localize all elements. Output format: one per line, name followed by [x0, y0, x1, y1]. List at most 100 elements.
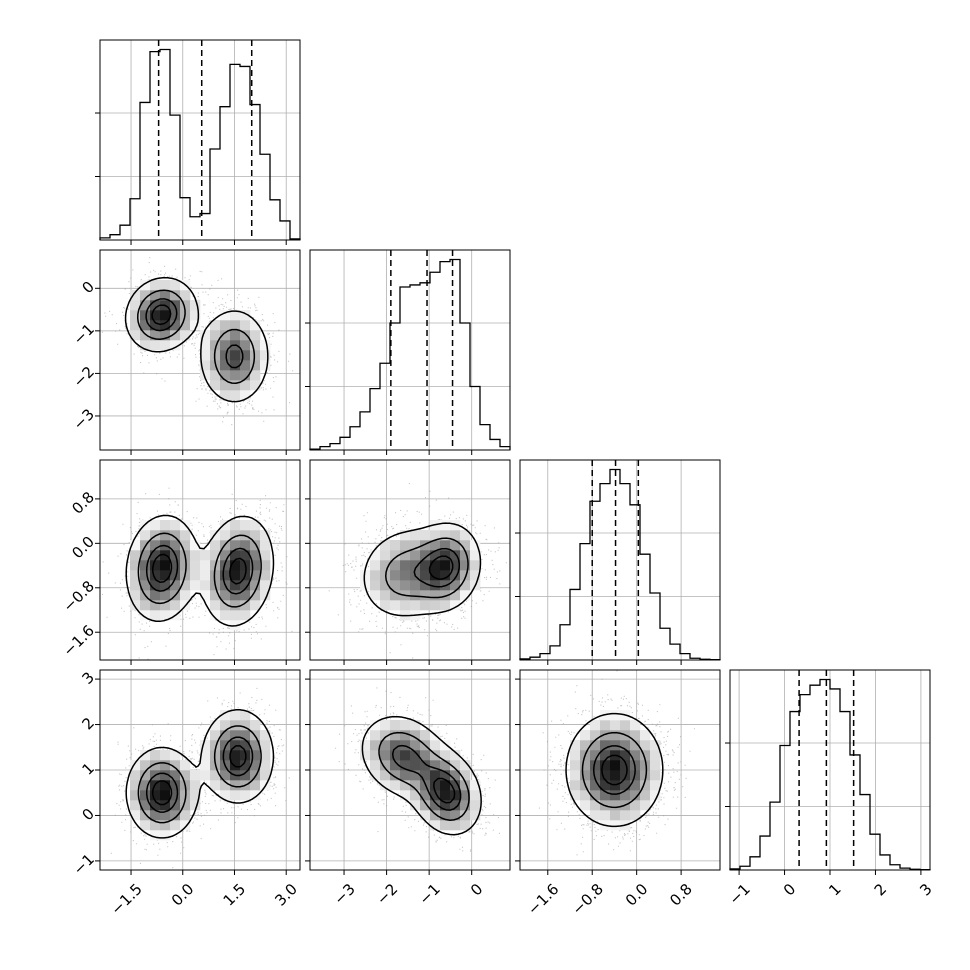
density-cell — [460, 760, 471, 771]
y-tick-label: −2 — [70, 363, 98, 391]
density-cell — [130, 320, 141, 331]
density-cell — [450, 570, 461, 581]
density-cell — [610, 770, 621, 781]
density-cell — [470, 800, 481, 811]
density-cell — [250, 350, 261, 361]
density-cell — [620, 760, 631, 771]
density-cell — [390, 600, 401, 611]
density-cell — [230, 540, 241, 551]
density-cell — [390, 730, 401, 741]
x-tick-label: 0.0 — [168, 880, 198, 910]
x-tick-label: 0.0 — [622, 880, 652, 910]
density-cell — [380, 580, 391, 591]
density-cell — [430, 570, 441, 581]
density-cell — [160, 610, 171, 621]
density-cell — [440, 760, 451, 771]
density-cell — [440, 530, 451, 541]
density-cell — [230, 320, 241, 331]
density-cell — [250, 540, 261, 551]
density-cell — [240, 590, 251, 601]
x-tick-label: 3.0 — [271, 880, 301, 910]
density-cell — [410, 760, 421, 771]
density-cell — [230, 570, 241, 581]
density-cell — [430, 530, 441, 541]
density-cell — [240, 360, 251, 371]
y-tick-label: 0.0 — [68, 533, 98, 563]
contour-level-3 — [433, 777, 456, 804]
density-cell — [430, 600, 441, 611]
density-cell — [450, 800, 461, 811]
density-cell — [140, 580, 151, 591]
density-cell — [160, 770, 171, 781]
density-cell — [250, 330, 261, 341]
density-cell — [650, 770, 661, 781]
density-cell — [210, 600, 221, 611]
density-cell — [190, 580, 201, 591]
density-cell — [260, 570, 271, 581]
density-cell — [240, 350, 251, 361]
density-cell — [430, 820, 441, 831]
density-cell — [450, 530, 461, 541]
density-cell — [590, 760, 601, 771]
density-cell — [240, 770, 251, 781]
density-cell — [160, 760, 171, 771]
density-cell — [150, 570, 161, 581]
density-cell — [460, 780, 471, 791]
density-cell — [370, 720, 381, 731]
density-cell — [200, 360, 211, 371]
density-cell — [230, 590, 241, 601]
density-cell — [140, 770, 151, 781]
density-cell — [190, 780, 201, 791]
density-cell — [390, 760, 401, 771]
density-cell — [240, 610, 251, 621]
density-cell — [580, 800, 591, 811]
density-cell — [440, 740, 451, 751]
density-cell — [170, 820, 181, 831]
density-cell — [420, 560, 431, 571]
density-cell — [250, 530, 261, 541]
x-tick-label: 0 — [780, 880, 799, 899]
density-cell — [460, 770, 471, 781]
density-cell — [130, 580, 141, 591]
contour-level-3 — [151, 745, 247, 806]
density-cell — [450, 780, 461, 791]
density-cell — [170, 560, 181, 571]
density-cell — [170, 800, 181, 811]
density-cell — [230, 310, 241, 321]
density-cell — [260, 540, 271, 551]
density-cell — [220, 780, 231, 791]
density-cell — [150, 310, 161, 321]
density-cell — [370, 590, 381, 601]
density-cell — [440, 550, 451, 561]
density-cell — [420, 600, 431, 611]
density-cell — [240, 390, 251, 401]
density-cell — [220, 730, 231, 741]
density-cell — [450, 600, 461, 611]
density-cell — [170, 750, 181, 761]
density-cell — [430, 810, 441, 821]
density-cell — [400, 600, 411, 611]
density-cell — [190, 320, 201, 331]
density-cell — [380, 780, 391, 791]
density-cell — [130, 570, 141, 581]
density-cell — [580, 790, 591, 801]
contour-level-2 — [145, 298, 244, 369]
density-cell — [610, 800, 621, 811]
density-cell — [460, 540, 471, 551]
density-cell — [150, 580, 161, 591]
density-cell — [130, 540, 141, 551]
density-cell — [180, 590, 191, 601]
density-cell — [130, 760, 141, 771]
density-cell — [410, 580, 421, 591]
density-cell — [180, 530, 191, 541]
density-cell — [190, 800, 201, 811]
density-cell — [430, 540, 441, 551]
density-cell — [180, 560, 191, 571]
density-cell — [210, 330, 221, 341]
density-cell — [460, 530, 471, 541]
y-tick-label: −3 — [70, 405, 98, 433]
density-cell — [630, 800, 641, 811]
density-cell — [260, 360, 271, 371]
density-cell — [380, 760, 391, 771]
density-cell — [430, 590, 441, 601]
